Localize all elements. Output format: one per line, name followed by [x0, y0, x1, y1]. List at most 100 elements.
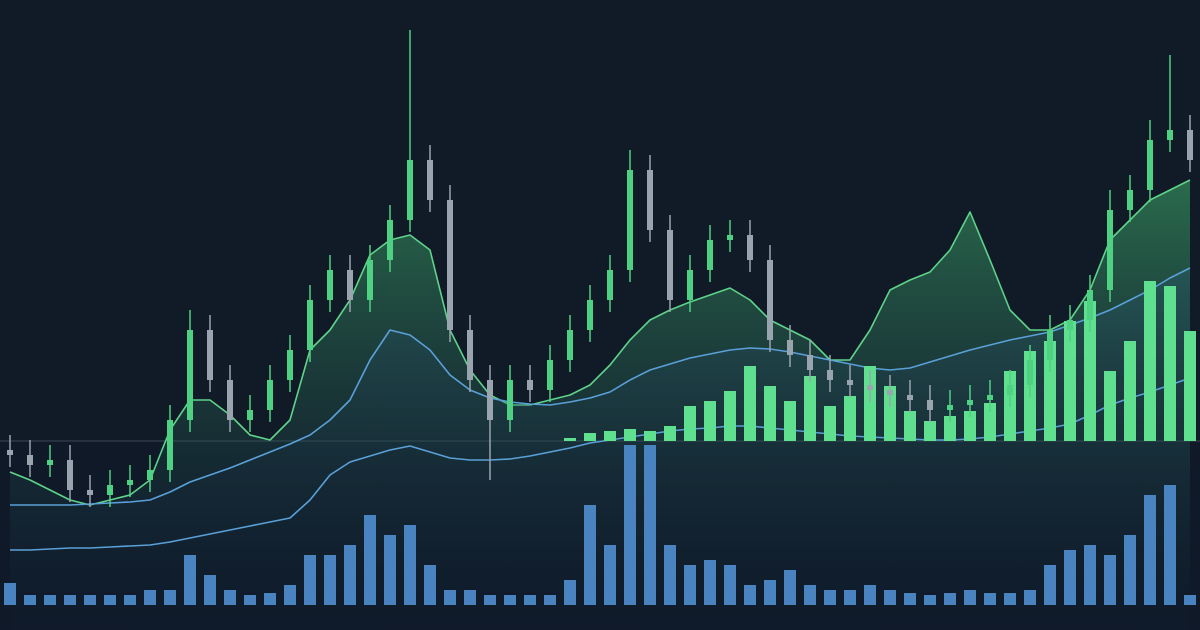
bar — [444, 590, 456, 605]
candle-body — [1127, 190, 1133, 210]
candle-body — [167, 420, 173, 470]
bar — [124, 595, 136, 605]
bar — [604, 431, 616, 441]
candle-body — [47, 460, 53, 465]
candle-body — [547, 360, 553, 390]
candle-body — [147, 470, 153, 480]
bar — [784, 401, 796, 441]
bar — [244, 595, 256, 605]
candle-body — [1147, 140, 1153, 190]
candle-body — [387, 220, 393, 260]
candle-body — [747, 235, 753, 260]
candle-body — [207, 330, 213, 380]
bar — [904, 593, 916, 605]
bar — [1104, 371, 1116, 441]
bar — [824, 590, 836, 605]
candle-body — [107, 485, 113, 495]
candle-body — [287, 350, 293, 380]
bar — [884, 386, 896, 441]
candle-body — [627, 170, 633, 270]
bar — [564, 438, 576, 441]
candle-body — [227, 380, 233, 420]
candle-body — [247, 410, 253, 420]
candle-body — [447, 200, 453, 330]
candle-body — [987, 395, 993, 400]
candle-body — [927, 400, 933, 410]
bar — [584, 433, 596, 441]
candle-body — [1007, 385, 1013, 395]
bar — [964, 411, 976, 441]
candle-body — [1067, 320, 1073, 330]
candle-body — [1087, 290, 1093, 320]
candle-body — [267, 380, 273, 410]
bar — [184, 555, 196, 605]
candle-body — [187, 330, 193, 420]
candle-body — [647, 170, 653, 230]
bar — [984, 403, 996, 441]
bar — [1044, 341, 1056, 441]
bar — [464, 590, 476, 605]
candle-body — [807, 355, 813, 370]
candle-body — [827, 370, 833, 380]
bar — [264, 593, 276, 605]
bar — [424, 565, 436, 605]
bar — [644, 431, 656, 441]
candle-body — [767, 260, 773, 340]
candle-body — [527, 380, 533, 390]
candle-body — [127, 480, 133, 485]
bar — [1144, 495, 1156, 605]
bar — [764, 580, 776, 605]
candle-body — [947, 405, 953, 410]
bar — [1164, 485, 1176, 605]
bar — [364, 515, 376, 605]
bar — [904, 411, 916, 441]
candle-body — [607, 270, 613, 300]
bar — [624, 445, 636, 605]
candle-body — [367, 260, 373, 300]
bar — [604, 545, 616, 605]
bar — [804, 585, 816, 605]
candle-body — [407, 160, 413, 220]
bar — [684, 565, 696, 605]
bar — [664, 426, 676, 441]
candle-body — [67, 460, 73, 490]
candle-body — [567, 330, 573, 360]
bar — [884, 590, 896, 605]
bar — [1144, 281, 1156, 441]
candle-body — [727, 235, 733, 240]
bar — [384, 535, 396, 605]
bar — [764, 386, 776, 441]
bar — [724, 391, 736, 441]
bar — [1084, 545, 1096, 605]
bar — [564, 580, 576, 605]
bar — [844, 590, 856, 605]
bar — [624, 429, 636, 441]
bar — [504, 595, 516, 605]
candle-body — [507, 380, 513, 420]
candle-body — [867, 385, 873, 390]
candle-body — [1107, 210, 1113, 290]
bar — [704, 560, 716, 605]
bar — [24, 595, 36, 605]
bar — [544, 595, 556, 605]
area — [10, 268, 1190, 630]
bar — [704, 401, 716, 441]
candle-body — [487, 380, 493, 420]
bar — [964, 590, 976, 605]
bar — [984, 593, 996, 605]
bar — [44, 595, 56, 605]
candle-body — [887, 390, 893, 395]
candle-body — [1187, 130, 1193, 160]
bar — [104, 595, 116, 605]
candle-body — [1027, 360, 1033, 385]
bar — [664, 545, 676, 605]
candle-body — [847, 380, 853, 385]
bar — [204, 575, 216, 605]
bar — [64, 595, 76, 605]
candle-body — [787, 340, 793, 355]
bar — [4, 583, 16, 605]
bar — [924, 421, 936, 441]
line — [9, 179, 1191, 506]
